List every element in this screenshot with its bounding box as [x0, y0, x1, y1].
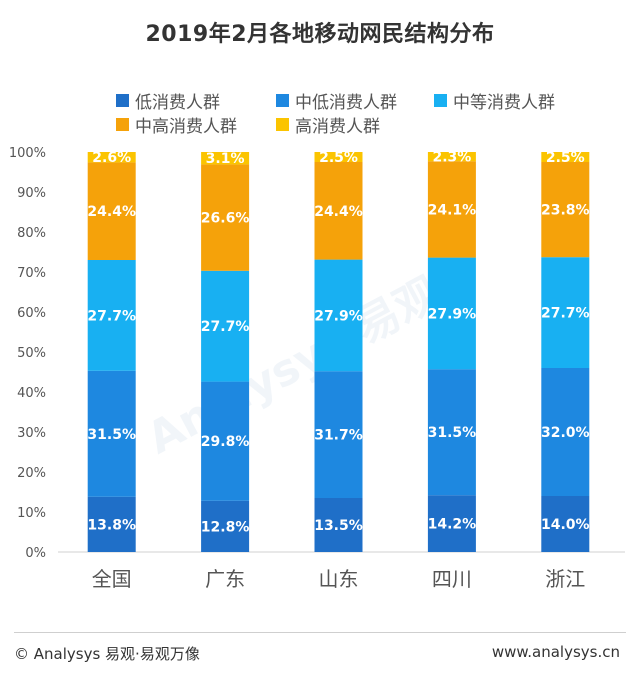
bar-segment [427, 161, 476, 258]
legend-swatch [276, 118, 289, 131]
legend-item-mid-high: 中高消费人群 [116, 112, 237, 137]
legend-label: 高消费人群 [295, 117, 380, 137]
y-tick-label: 0% [25, 546, 46, 561]
bar-segment [541, 257, 590, 368]
y-tick-label: 90% [17, 186, 46, 201]
y-tick-label: 70% [17, 266, 46, 281]
data-label: 27.9% [428, 306, 477, 322]
data-label: 27.7% [87, 308, 136, 324]
bar-segment [314, 498, 363, 552]
bar-segment [541, 368, 590, 496]
y-tick-label: 80% [17, 226, 46, 241]
data-label: 27.7% [541, 306, 590, 322]
bar-segment [427, 369, 476, 496]
bar-segment [87, 496, 136, 552]
data-label: 23.8% [541, 203, 590, 219]
bar-segment [541, 162, 590, 258]
data-label: 29.8% [201, 434, 250, 450]
footer-copyright: © Analysys 易观·易观万像 [14, 645, 200, 663]
data-label: 31.7% [314, 428, 363, 444]
data-label: 2.3% [432, 150, 471, 166]
bar-segment [314, 162, 363, 260]
data-label: 27.9% [314, 308, 363, 324]
bar-segment [201, 164, 250, 271]
bar-segment [541, 496, 590, 552]
data-label: 2.5% [319, 150, 358, 166]
bar-segment [541, 152, 590, 162]
data-label: 31.5% [87, 427, 136, 443]
y-tick-label: 20% [17, 466, 46, 481]
x-tick-label: 浙江 [545, 567, 585, 591]
bar-segment [427, 495, 476, 552]
bar-segment [87, 260, 136, 371]
bar-segment [201, 152, 250, 165]
data-label: 2.6% [92, 150, 131, 166]
bar-segment [427, 257, 476, 370]
legend-label: 低消费人群 [135, 93, 220, 113]
y-tick-label: 10% [17, 506, 46, 521]
bar-segment [427, 152, 476, 162]
legend-swatch [116, 118, 129, 131]
legend-swatch [116, 94, 129, 107]
x-tick-label: 广东 [205, 567, 245, 591]
bar-segment [87, 162, 136, 260]
y-tick-label: 100% [9, 146, 46, 161]
footer-divider [14, 632, 626, 633]
data-label: 13.8% [87, 517, 136, 533]
legend-label: 中等消费人群 [453, 93, 555, 113]
bar-segment [314, 152, 363, 162]
x-tick-label: 全国 [92, 567, 132, 591]
x-tick-label: 四川 [432, 567, 472, 591]
data-label: 13.5% [314, 518, 363, 534]
y-tick-label: 30% [17, 426, 46, 441]
y-tick-label: 50% [17, 346, 46, 361]
data-label: 3.1% [206, 151, 245, 167]
data-label: 24.1% [428, 202, 477, 218]
bar-segment [87, 152, 136, 163]
legend-item-mid-low: 中低消费人群 [276, 88, 397, 113]
footer-url: www.analysys.cn [491, 643, 620, 661]
y-tick-label: 60% [17, 306, 46, 321]
legend-swatch [276, 94, 289, 107]
data-label: 31.5% [428, 425, 477, 441]
x-tick-label: 山东 [319, 567, 359, 591]
legend-swatch [434, 94, 447, 107]
bar-segment [201, 500, 250, 552]
data-label: 24.4% [314, 204, 363, 220]
data-label: 27.7% [201, 319, 250, 335]
legend-label: 中低消费人群 [295, 93, 397, 113]
bar-segment [201, 270, 250, 382]
y-tick-label: 40% [17, 386, 46, 401]
data-label: 26.6% [201, 211, 250, 227]
legend-item-mid: 中等消费人群 [434, 88, 555, 113]
data-label: 32.0% [541, 425, 590, 441]
bar-segment [201, 381, 250, 501]
legend-item-low: 低消费人群 [116, 88, 220, 113]
legend-label: 中高消费人群 [135, 117, 237, 137]
legend-item-high: 高消费人群 [276, 112, 380, 137]
data-label: 24.4% [87, 204, 136, 220]
bar-segment [87, 370, 136, 497]
data-label: 2.5% [546, 150, 585, 166]
bar-segment [314, 371, 363, 498]
data-label: 14.2% [428, 517, 477, 533]
data-label: 12.8% [201, 519, 250, 535]
chart-title: 2019年2月各地移动网民结构分布 [145, 22, 495, 47]
bar-segment [314, 259, 363, 372]
data-label: 14.0% [541, 517, 590, 533]
